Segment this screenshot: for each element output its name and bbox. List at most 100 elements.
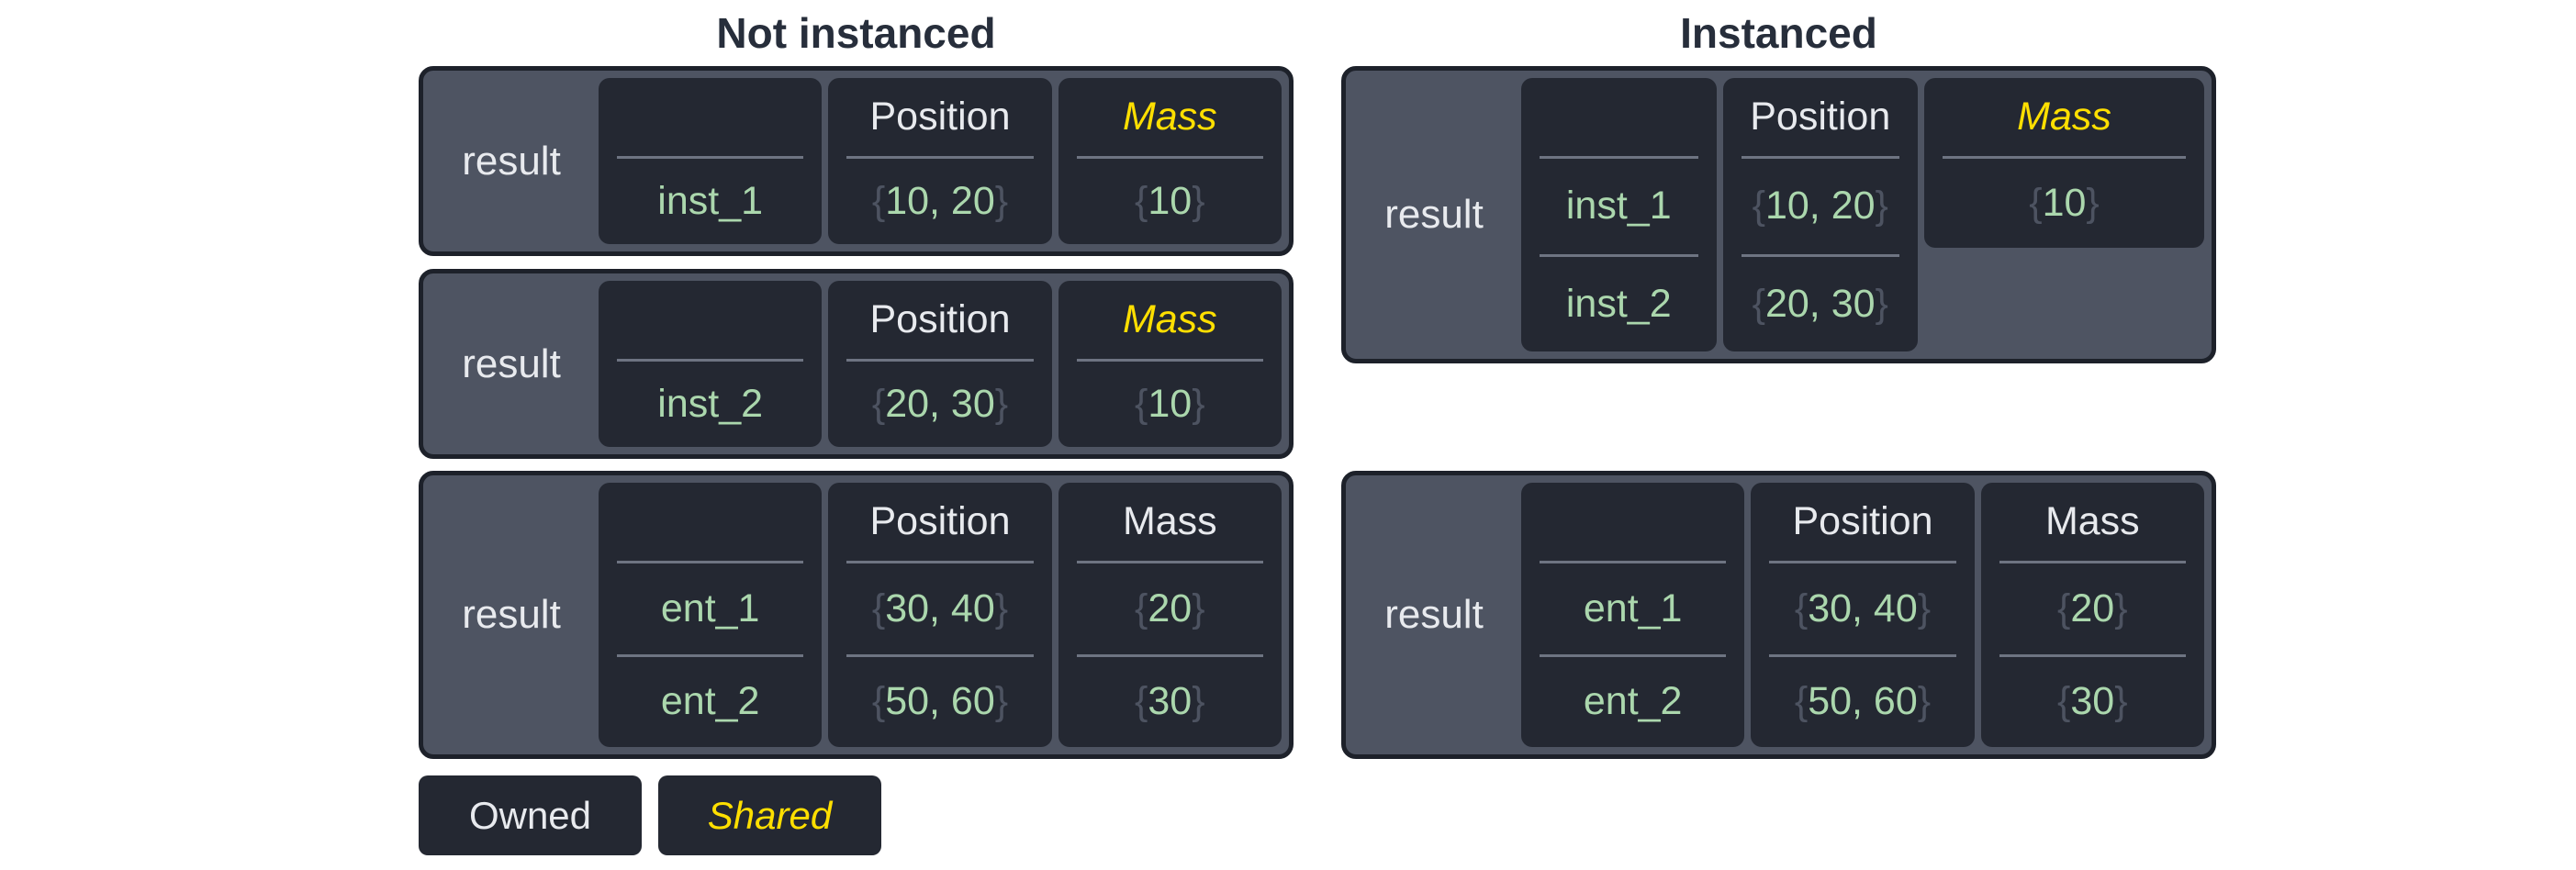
brace-open: {: [1794, 586, 1809, 630]
result-table-instanced-1: result inst_1 inst_2 Position {10, 20} {…: [1341, 66, 2216, 363]
result-table-instanced-2: result ent_1 ent_2 Position {30, 40} {50…: [1341, 471, 2216, 759]
brace-open: {: [1752, 184, 1765, 229]
column-header-shared: Mass: [1076, 78, 1263, 159]
value-numbers: 10, 20: [1764, 184, 1876, 229]
component-value: {30}: [1999, 653, 2186, 748]
legend-owned-label: Owned: [468, 793, 592, 837]
brace-close: }: [994, 382, 1009, 426]
brace-close: }: [2114, 586, 2128, 630]
brace-open: {: [1135, 382, 1148, 426]
column-header: Position: [1741, 78, 1899, 159]
column-header: [1540, 483, 1727, 563]
legend-owned: Owned: [419, 775, 642, 855]
column-header: Position: [846, 483, 1034, 563]
brace-open: {: [2057, 679, 2071, 724]
brace-open: {: [871, 679, 886, 724]
value-numbers: 10, 20: [885, 179, 995, 223]
column-header: [617, 483, 804, 563]
component-value: {30}: [1076, 653, 1263, 748]
value-numbers: 50, 60: [885, 679, 995, 724]
brace-close: }: [994, 179, 1009, 223]
value-numbers: 30, 40: [885, 586, 995, 630]
diagram-title-not-instanced: Not instanced: [716, 9, 996, 57]
result-label: result: [462, 592, 561, 637]
entity-name: inst_2: [1540, 253, 1698, 352]
brace-open: {: [1794, 679, 1809, 724]
entity-column: ent_1 ent_2: [1521, 483, 1745, 748]
value-numbers: 20: [1148, 586, 1193, 630]
entity-column: inst_2: [599, 281, 823, 447]
brace-close: }: [1875, 184, 1888, 229]
legend-shared-label: Shared: [707, 793, 833, 837]
result-label: result: [462, 138, 561, 184]
entity-name: inst_1: [1565, 184, 1672, 229]
entity-name: ent_1: [1583, 586, 1683, 630]
brace-open: {: [1135, 679, 1148, 724]
value-numbers: 10: [2042, 181, 2087, 225]
value-numbers: 10: [1148, 179, 1193, 223]
brace-close: }: [994, 679, 1009, 724]
value-numbers: 20, 30: [1764, 281, 1876, 326]
column-header: [617, 78, 804, 159]
component-value: {20, 30}: [846, 362, 1033, 447]
component-value: {20}: [1077, 563, 1263, 654]
brace-close: }: [1192, 382, 1205, 426]
value-numbers: 30, 40: [1808, 586, 1918, 630]
brace-open: {: [871, 382, 886, 426]
brace-open: {: [1135, 586, 1148, 630]
component-value: {20}: [1999, 563, 2186, 654]
position-column: Position {20, 30}: [828, 281, 1052, 447]
column-header: Position: [1769, 483, 1956, 563]
brace-open: {: [871, 179, 886, 223]
result-table-not-instanced-3: result ent_1 ent_2 Position {30, 40} {50…: [419, 471, 1294, 759]
entity-column: inst_1 inst_2: [1521, 78, 1717, 351]
value-numbers: 30: [2070, 679, 2115, 724]
legend-shared: Shared: [658, 775, 881, 855]
component-value: {50, 60}: [1769, 653, 1956, 748]
column-header: [1540, 78, 1698, 159]
brace-close: }: [1192, 179, 1205, 223]
component-value: {10, 20}: [1742, 159, 1900, 254]
component-value: {30, 40}: [1769, 563, 1955, 654]
brace-close: }: [2086, 181, 2100, 225]
entity-name: ent_2: [1540, 653, 1727, 748]
entity-name: ent_1: [660, 586, 760, 630]
mass-column-shared: Mass {10}: [1924, 78, 2204, 248]
mass-column: Mass {10}: [1058, 78, 1282, 244]
brace-open: {: [2029, 181, 2043, 225]
brace-open: {: [871, 586, 886, 630]
value-numbers: 10: [1148, 382, 1193, 426]
entity-name: ent_2: [617, 653, 804, 748]
position-column: Position {30, 40} {50, 60}: [1751, 483, 1975, 748]
brace-close: }: [1917, 679, 1932, 724]
column-header-shared: Mass: [1943, 78, 2186, 159]
entity-name: inst_2: [657, 382, 764, 426]
position-column: Position {10, 20}: [828, 78, 1052, 244]
result-label: result: [1384, 592, 1484, 637]
column-header: Mass: [1076, 483, 1263, 563]
brace-close: }: [1192, 586, 1205, 630]
brace-close: }: [1192, 679, 1205, 724]
position-column: Position {10, 20} {20, 30}: [1722, 78, 1918, 352]
component-value: {50, 60}: [846, 653, 1034, 748]
brace-open: {: [2057, 586, 2071, 630]
brace-close: }: [2114, 679, 2128, 724]
legend: Owned Shared: [419, 775, 881, 855]
brace-open: {: [1752, 281, 1765, 326]
column-header: Position: [846, 281, 1034, 362]
column-header: [617, 281, 804, 362]
value-numbers: 30: [1148, 679, 1193, 724]
entity-column: inst_1: [599, 78, 823, 244]
entity-column: ent_1 ent_2: [599, 483, 823, 748]
component-value: {30, 40}: [846, 563, 1033, 654]
result-label: result: [462, 340, 561, 386]
column-header: Mass: [1999, 483, 2186, 563]
result-table-not-instanced-1: result inst_1 Position {10, 20} Mass {10…: [419, 66, 1294, 256]
result-table-not-instanced-2: result inst_2 Position {20, 30} Mass {10…: [419, 269, 1294, 459]
mass-column: Mass {20} {30}: [1980, 483, 2204, 748]
component-value: {10}: [1077, 159, 1263, 244]
brace-close: }: [994, 586, 1009, 630]
component-value: {20, 30}: [1741, 253, 1899, 352]
value-numbers: 20: [2070, 586, 2115, 630]
